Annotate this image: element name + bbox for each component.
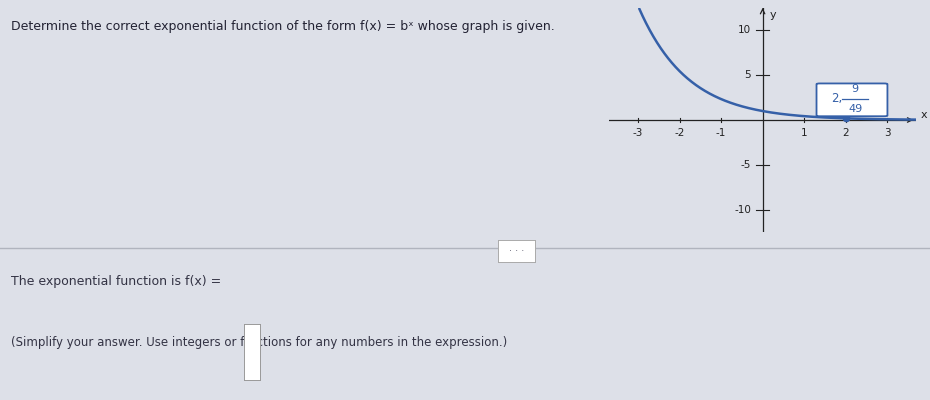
Text: 1: 1 [801,128,807,138]
Text: 3: 3 [884,128,890,138]
Text: 49: 49 [848,104,862,114]
Text: (Simplify your answer. Use integers or fractions for any numbers in the expressi: (Simplify your answer. Use integers or f… [11,336,508,349]
Text: -5: -5 [740,160,751,170]
Text: -1: -1 [716,128,726,138]
FancyBboxPatch shape [817,84,887,116]
Text: 10: 10 [737,25,751,35]
Text: 5: 5 [744,70,751,80]
Text: x: x [920,110,927,120]
Text: The exponential function is f(x) =: The exponential function is f(x) = [11,275,225,288]
Text: 9: 9 [852,84,858,94]
Text: -2: -2 [674,128,684,138]
Text: 2: 2 [843,128,849,138]
Text: y: y [770,10,777,20]
Text: Determine the correct exponential function of the form f(x) = bˣ whose graph is : Determine the correct exponential functi… [11,20,555,33]
Text: -3: -3 [633,128,644,138]
Text: -10: -10 [734,205,751,214]
Text: 2,: 2, [831,92,843,106]
Text: · · ·: · · · [509,246,524,256]
